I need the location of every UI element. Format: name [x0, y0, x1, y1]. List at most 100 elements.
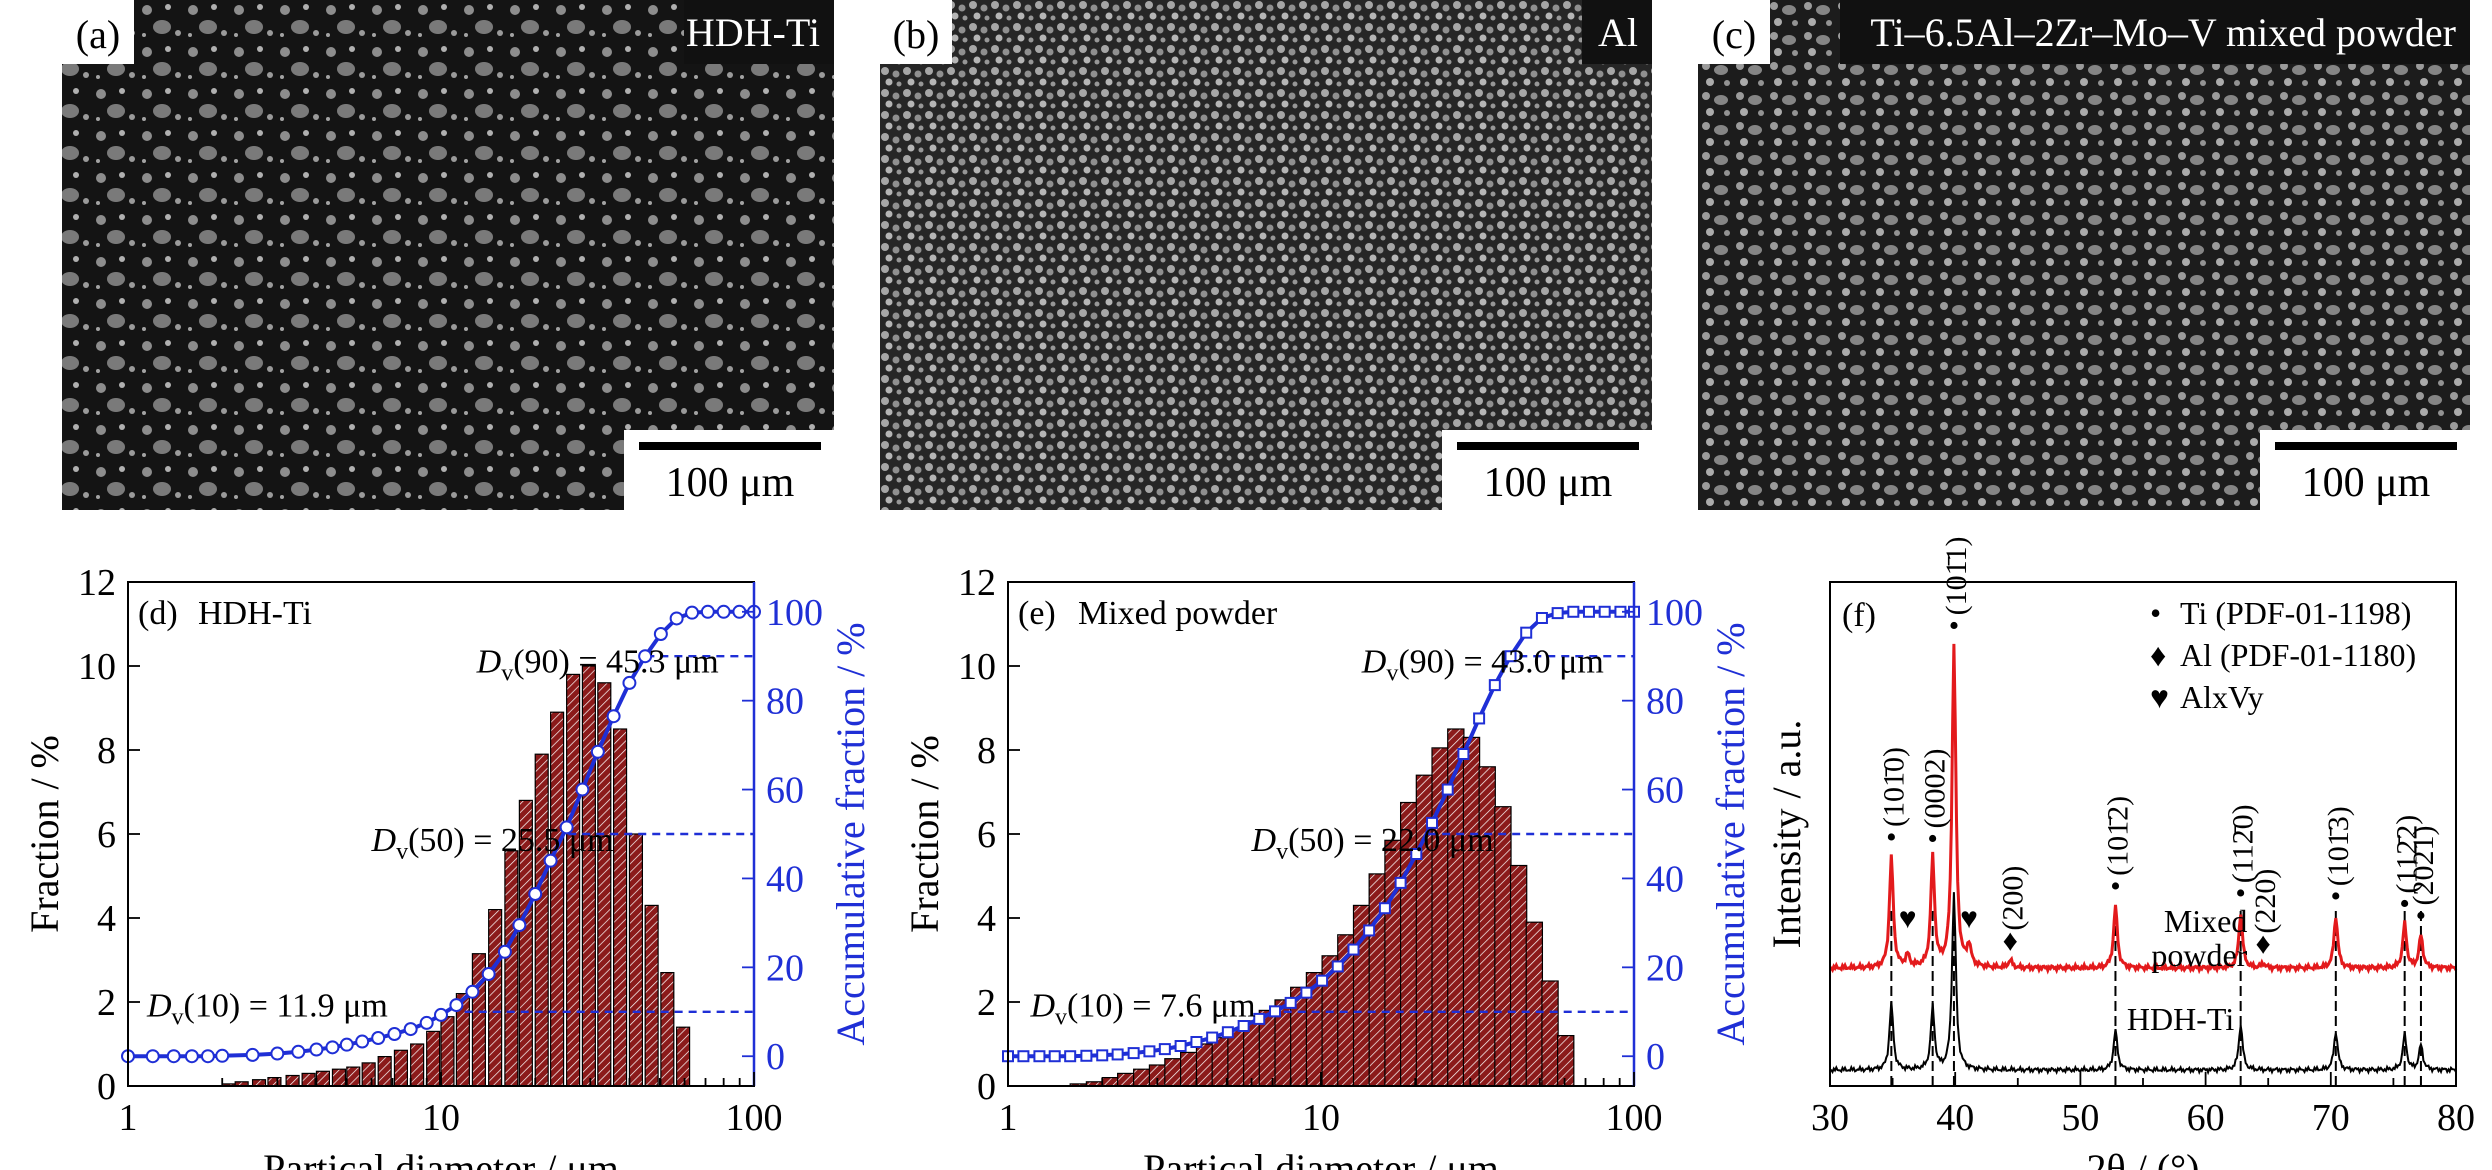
peak-marker: •: [2399, 888, 2410, 921]
cumulative-point: [685, 605, 700, 620]
y-tick-label: 8: [977, 730, 996, 772]
sem-micrograph: [880, 0, 1652, 510]
cumulative-point: [1473, 712, 1486, 725]
cumulative-point: [1221, 1026, 1234, 1039]
peak-label: (112̄2): [2391, 815, 2424, 894]
cumulative-point: [481, 967, 496, 981]
peak-marker: •: [2235, 877, 2246, 910]
y2-tick-label: 100: [1646, 592, 1703, 634]
cumulative-point: [1017, 1050, 1030, 1063]
cumulative-point: [653, 627, 668, 641]
x-tick-label: 60: [2187, 1097, 2225, 1139]
dv-annotation: Dv(90) = 43.0 μm: [1361, 643, 1604, 686]
histogram-bar: [301, 1072, 316, 1087]
series-label-powder: powder: [2151, 937, 2247, 973]
dv-annotation: Dv(10) = 7.6 μm: [1029, 988, 1255, 1031]
histogram-bar: [613, 728, 628, 1087]
sem-title-box: [1840, 0, 2470, 64]
y-tick-label: 6: [977, 814, 996, 856]
y-tick-label: 0: [977, 1066, 996, 1108]
y2-tick-label: 20: [766, 947, 804, 989]
histogram-bar: [534, 753, 549, 1087]
cumulative-point: [1520, 626, 1533, 639]
legend-marker: ♥: [2150, 679, 2169, 715]
cumulative-point: [1504, 650, 1517, 663]
histogram-bar: [628, 833, 644, 1087]
histogram-bar: [1117, 1072, 1135, 1087]
histogram-bar: [346, 1066, 361, 1087]
cumulative-point: [528, 887, 543, 901]
x-tick-label: 1: [999, 1097, 1018, 1139]
sem-title-box: [1582, 0, 1652, 64]
cumulative-point: [1206, 1031, 1219, 1044]
cumulative-point: [419, 1015, 434, 1030]
sem-panel-title: Ti–6.5Al–2Zr–Mo–V mixed powder: [1870, 10, 2456, 55]
peak-marker: •: [2110, 870, 2121, 903]
cumulative-point: [638, 649, 653, 664]
histogram-bar: [488, 908, 503, 1087]
y2-axis-label: Accumulative fraction / %: [1708, 622, 1753, 1045]
peak-label: (200): [1996, 866, 2029, 931]
cumulative-point: [1394, 876, 1407, 889]
sem-panel-tag: (a): [76, 12, 120, 57]
peak-marker: •: [1949, 609, 1960, 642]
peak-marker: ♦: [2256, 928, 2271, 961]
histogram-bar: [377, 1055, 392, 1087]
histogram-bar: [1478, 766, 1496, 1087]
y-tick-label: 6: [97, 814, 116, 856]
legend-label: Al (PDF-01-1180): [2180, 637, 2416, 673]
panel-tag: (e): [1018, 595, 1056, 632]
dv-symbol: D: [371, 822, 397, 859]
cumulative-point: [559, 820, 574, 835]
cumulative-point: [145, 1049, 160, 1064]
dv-symbol: D: [1251, 822, 1277, 859]
cumulative-point: [1143, 1045, 1156, 1058]
histogram-bar: [1525, 921, 1544, 1087]
histogram-bar: [1541, 980, 1559, 1087]
hdh-ti-line: [1829, 892, 2457, 1076]
cumulative-point: [1457, 748, 1470, 760]
cumulative-point: [371, 1031, 386, 1045]
cumulative-point: [1331, 960, 1344, 973]
cumulative-point: [622, 675, 637, 690]
cumulative-point: [1237, 1020, 1250, 1032]
cumulative-point: [1064, 1050, 1077, 1063]
cumulative-point: [1488, 679, 1501, 692]
mixed-powder-line: [1829, 643, 2458, 975]
dv-value: (50) = 22.0 μm: [1288, 822, 1494, 859]
dv-value: (10) = 7.6 μm: [1067, 988, 1256, 1025]
cumulative-point: [291, 1044, 306, 1059]
cumulative-point: [1284, 996, 1297, 1009]
y-tick-label: 12: [958, 562, 996, 604]
histogram-bar: [285, 1074, 300, 1087]
histogram-bar: [1164, 1058, 1182, 1087]
sem-micrograph: [62, 0, 834, 510]
y2-tick-label: 80: [1646, 681, 1684, 723]
series-label-mixed: Mixed: [2164, 903, 2248, 939]
peak-label: (220): [2249, 869, 2282, 934]
cumulative-point: [1535, 612, 1548, 624]
phase-marker: ♥: [1899, 902, 1917, 935]
histogram-bar: [1180, 1051, 1198, 1087]
histogram-bar: [660, 971, 675, 1087]
histogram-bar: [331, 1068, 347, 1087]
histogram-bar: [676, 1026, 691, 1087]
cumulative-point: [449, 998, 464, 1013]
sem-panel-0: (a) HDH-Ti 100 μm: [62, 0, 834, 510]
dv-subscript: v: [1276, 839, 1288, 865]
cumulative-point: [1174, 1040, 1187, 1052]
sem-tag-box: [1698, 0, 1770, 64]
x-tick-label: 10: [1302, 1097, 1340, 1139]
histogram-bar: [504, 850, 519, 1087]
dv-value: (90) = 43.0 μm: [1398, 643, 1604, 680]
legend-label: AlxVy: [2180, 679, 2264, 715]
cumulative-point: [512, 918, 527, 933]
panel-title: Mixed powder: [1078, 595, 1278, 632]
sem-panel-title: Al: [1598, 10, 1638, 55]
panel-tag: (d): [138, 595, 178, 632]
y-tick-label: 4: [97, 898, 116, 940]
cumulative-point: [1111, 1048, 1124, 1061]
dv-subscript: v: [172, 1005, 184, 1031]
